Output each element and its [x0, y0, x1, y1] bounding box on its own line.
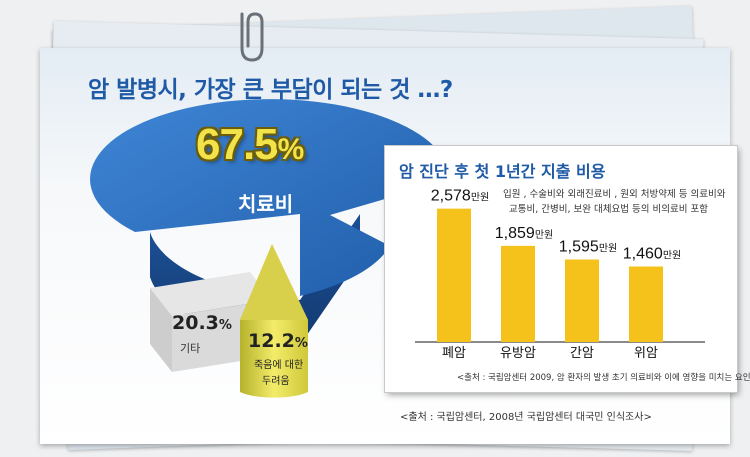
slice-value-1: 67.5%: [196, 120, 305, 170]
paperclip-icon: [240, 12, 264, 62]
bar-2: [501, 245, 535, 342]
slice-value-1-number: 67.5: [196, 120, 279, 169]
bar-chart-title: 암 진단 후 첫 1년간 지출 비용: [399, 162, 606, 181]
slice-label-2: 기타: [180, 342, 201, 355]
bar-chart-note-line2: 교통비, 간병비, 보완 대체요법 등의 비의료비 포함: [509, 204, 708, 215]
slice-label-3-line1: 죽음에 대한: [254, 360, 304, 371]
slice-label-1: 치료비: [238, 192, 294, 216]
bar-category-label-1: 폐암: [442, 346, 466, 361]
bar-category-label-2: 유방암: [500, 346, 536, 361]
bar-category-label-4: 위암: [634, 346, 658, 361]
slice-value-3-unit: %: [294, 336, 308, 351]
bar-1: [437, 208, 471, 342]
bar-chart-note-line1: 입원 , 수술비와 외래진료비 , 원외 처방약제 등 의료비와: [503, 189, 726, 200]
slice-value-3: 12.2%: [248, 330, 308, 352]
bar-4: [629, 266, 663, 342]
pie-slice-yellow-top: [240, 244, 308, 320]
slice-value-1-unit: %: [277, 133, 305, 166]
bar-3: [565, 259, 599, 342]
slice-value-3-number: 12.2: [248, 330, 295, 352]
pie-slice-gray-top: [150, 272, 272, 316]
bar-value-label-3: 1,595만원: [559, 239, 617, 256]
bar-value-label-2: 1,859만원: [495, 225, 553, 242]
slice-value-2: 20.3%: [172, 312, 232, 334]
page-title: 암 발병시, 가장 큰 부담이 되는 것 …?: [88, 77, 453, 103]
pie-slice-blue: [90, 99, 451, 296]
slice-value-2-number: 20.3: [172, 312, 219, 334]
slice-label-3-line2: 두려움: [262, 376, 290, 387]
bar-value-label-1: 2,578만원: [431, 188, 489, 205]
pie-slice-gray-front: [150, 288, 172, 372]
bar-chart-source: <출처 : 국립암센터 2009, 암 환자의 발생 초기 의료비와 이에 영향…: [457, 373, 750, 383]
bar-category-label-3: 간암: [570, 346, 594, 361]
bar-value-label-4: 1,460만원: [623, 245, 681, 262]
source-note: <출처 : 국립암센터, 2008년 국립암센터 대국민 인식조사>: [400, 412, 652, 423]
slice-value-2-unit: %: [218, 318, 232, 333]
bar-chart-panel: 암 진단 후 첫 1년간 지출 비용 입원 , 수술비와 외래진료비 , 원외 …: [385, 146, 750, 392]
